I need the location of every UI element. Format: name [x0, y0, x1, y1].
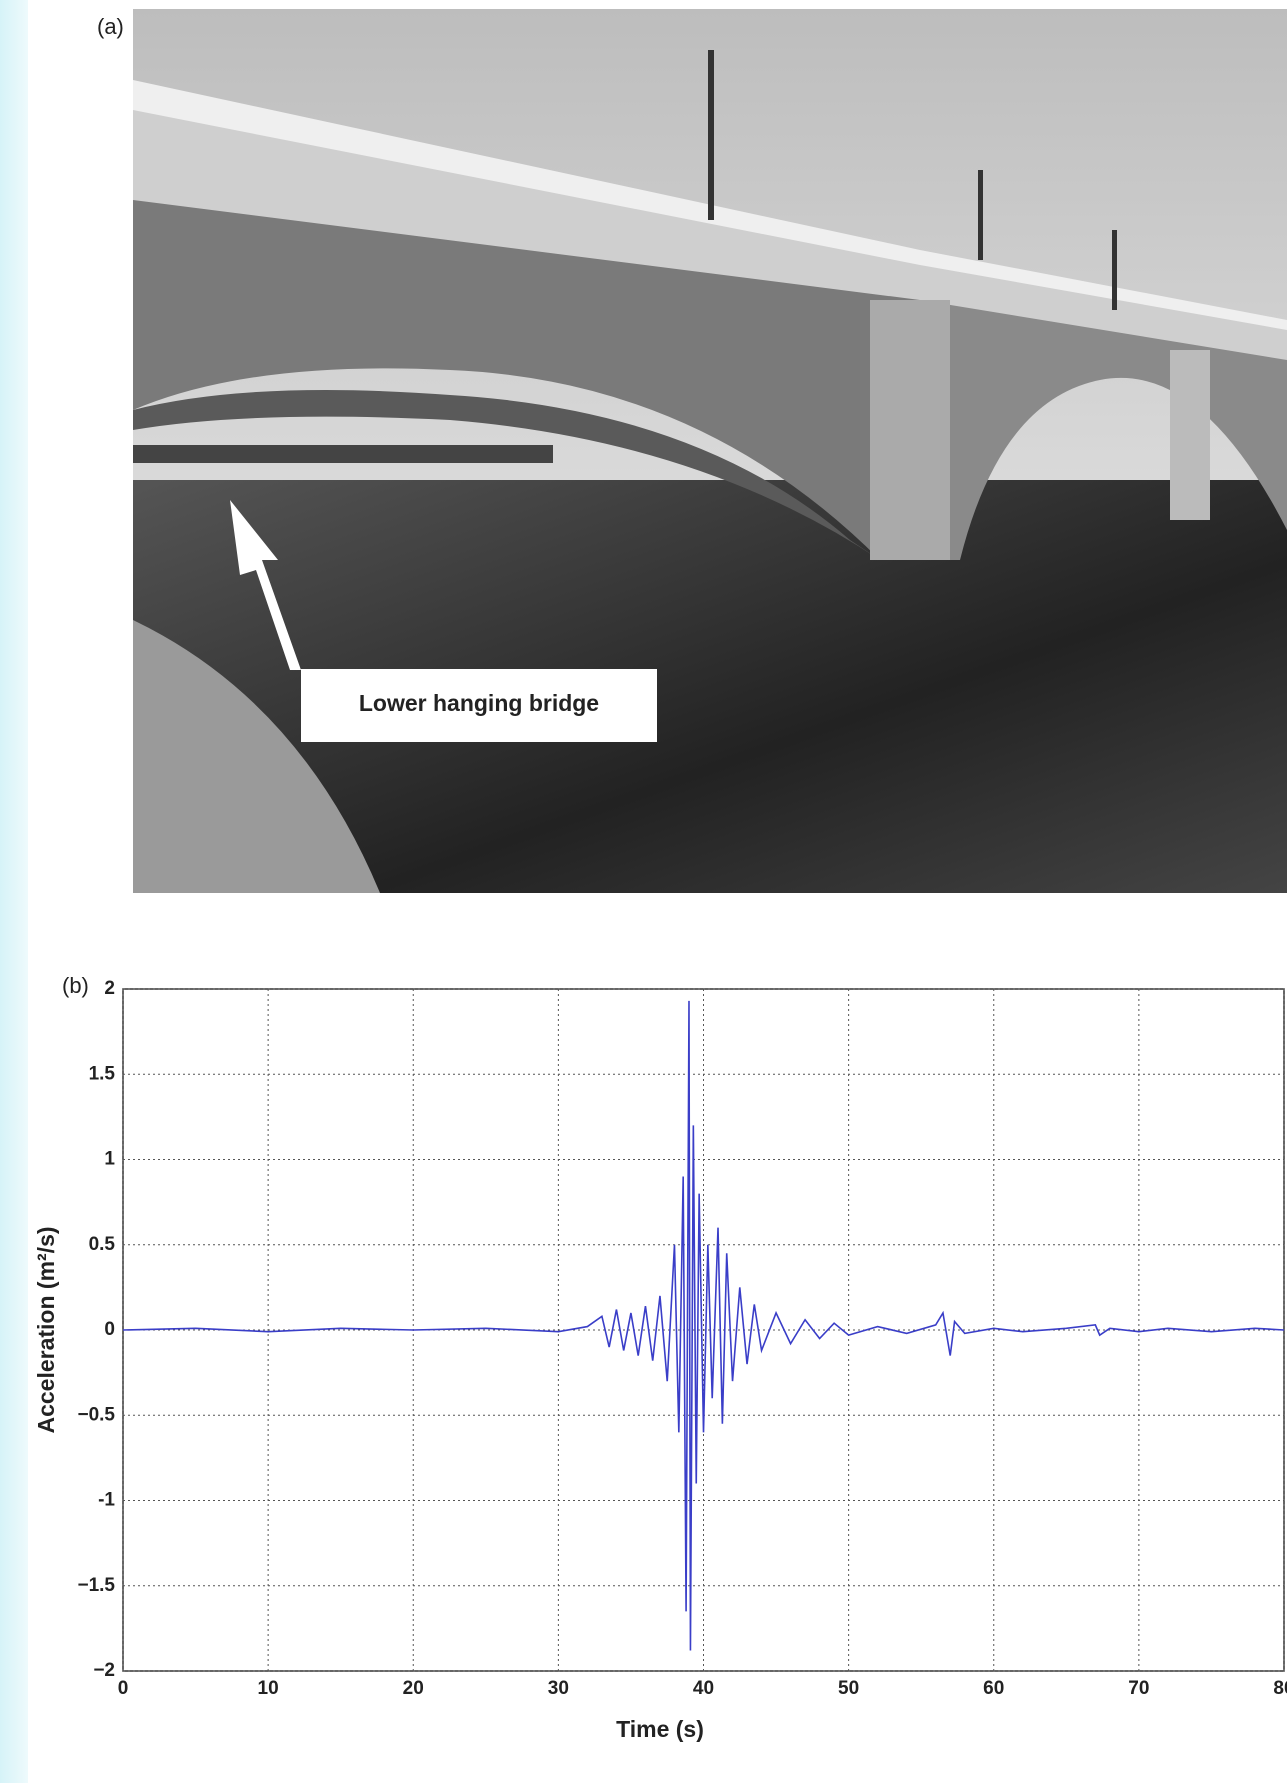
y-tick-label: −2	[93, 1660, 115, 1681]
x-tick-label: 10	[258, 1678, 279, 1699]
panel-label: (b)	[62, 973, 89, 998]
x-tick-label: 40	[693, 1678, 714, 1699]
x-axis-title: Time (s)	[616, 1716, 704, 1742]
x-tick-label: 0	[118, 1678, 129, 1699]
y-tick-label: 0.5	[89, 1234, 116, 1255]
annotation: Lower hanging bridge	[359, 690, 599, 716]
x-tick-label: 30	[548, 1678, 569, 1699]
side-band	[0, 0, 28, 1783]
x-tick-label: 50	[838, 1678, 859, 1699]
y-tick-label: 1.5	[89, 1063, 116, 1084]
y-tick-label: −1.5	[77, 1575, 115, 1596]
x-tick-label: 80	[1273, 1678, 1287, 1699]
figure: (a) Lower hanging bridge (b) Time (s) Ac…	[0, 0, 1287, 1783]
y-axis-title: Acceleration (m²/s)	[33, 1226, 59, 1433]
x-tick-label: 70	[1128, 1678, 1149, 1699]
y-tick-label: 1	[104, 1149, 115, 1170]
panel-label: (a)	[97, 14, 124, 39]
y-tick-label: −0.5	[77, 1404, 115, 1425]
photo: Lower hanging bridge	[133, 9, 1287, 893]
y-tick-label: -1	[98, 1490, 115, 1511]
x-tick-label: 60	[983, 1678, 1004, 1699]
y-tick-label: 0	[104, 1319, 115, 1340]
y-tick-label: 2	[104, 978, 115, 999]
x-tick-label: 20	[403, 1678, 424, 1699]
